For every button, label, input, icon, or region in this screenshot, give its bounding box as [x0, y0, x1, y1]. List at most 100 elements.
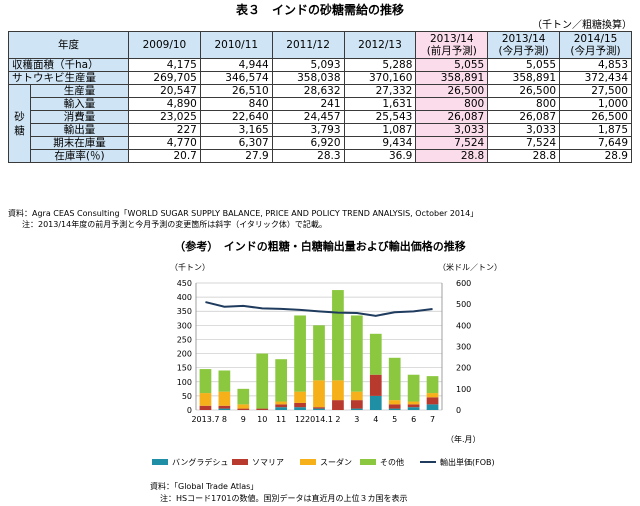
legend-label: バングラデシュ	[172, 457, 228, 467]
table-cell: 1,875	[559, 123, 632, 137]
column-header-line2: (今月予測)	[570, 45, 621, 57]
x-axis-ticks: 2013.7 8 9 10 11 12 2014.1 2 3 4 5 6 7	[191, 415, 435, 424]
right-tick-label: 400	[456, 321, 471, 330]
bar-segment	[350, 408, 363, 410]
table-cell: 20,547	[128, 84, 201, 98]
table-cell: 3,165	[199, 123, 273, 137]
x-tick-label: 11	[276, 415, 286, 424]
column-header-line1: 2011/12	[286, 39, 330, 51]
left-tick-label: 0	[187, 406, 192, 415]
sugar-group-label: 砂糖	[8, 84, 31, 163]
right-tick-label: 500	[456, 300, 471, 309]
table-cell: 3,793	[271, 123, 345, 137]
column-header-line2: (今月予測)	[498, 45, 549, 57]
column-header: 2013/14 (前月予測)	[415, 31, 489, 59]
table-cell: 3,033	[415, 123, 489, 137]
table-row: 在庫率(％) 20.7 27.9 28.3 36.9 28.8 28.8 28.…	[9, 149, 632, 163]
bar-segment	[313, 407, 325, 409]
x-tick-label: 7	[430, 415, 435, 424]
x-tick-label: 2014.1	[305, 415, 333, 424]
unit-note: （千トン／粗糖換算）	[532, 20, 632, 31]
row-label: 輸入量	[30, 97, 129, 111]
bar-segment	[218, 405, 231, 409]
table-row: 期末在庫量 4,770 6,307 6,920 9,434 7,524 7,52…	[9, 136, 632, 150]
column-header: 2013/14 (今月予測)	[487, 31, 561, 59]
table-cell: 6,307	[199, 136, 273, 150]
column-header: 2009/10	[128, 31, 201, 59]
table-row: 輸出量 227 3,165 3,793 1,087 3,033 3,033 1,…	[9, 123, 632, 137]
bar-segment	[332, 290, 344, 381]
table-cell: 28.8	[415, 149, 489, 163]
bar-segment	[218, 408, 231, 410]
bar-segment	[407, 401, 420, 405]
table-row: 輸入量 4,890 840 241 1,631 800 800 1,000	[9, 97, 632, 111]
x-axis-label: （年.月）	[446, 434, 481, 444]
bar-segment	[237, 404, 250, 409]
bar-segment	[199, 405, 212, 410]
column-header-line1: 2009/10	[142, 39, 187, 51]
bar-segment	[426, 404, 439, 410]
table-cell: 227	[128, 123, 201, 137]
table-cell: 4,770	[128, 136, 201, 150]
left-tick-label: 450	[177, 279, 192, 288]
table-cell: 26,500	[559, 110, 632, 124]
row-label: 生産量	[30, 84, 129, 98]
column-header: 2014/15 (今月予測)	[559, 31, 632, 59]
bar-segment	[369, 395, 382, 410]
chart-title: （参考） インドの粗糖・白糖輸出量および輸出価格の推移	[174, 240, 466, 253]
table-cell: 5,055	[487, 58, 561, 72]
table-cell: 5,055	[415, 58, 489, 72]
table-cell: 26,510	[199, 84, 273, 98]
bar-segment	[237, 408, 250, 410]
left-tick-label: 200	[177, 350, 192, 359]
row-label: 在庫率(％)	[30, 149, 129, 163]
table-cell: 358,891	[487, 71, 561, 85]
table-cell: 5,288	[343, 58, 417, 72]
table-cell: 22,640	[199, 110, 273, 124]
table-cell: 20.7	[128, 149, 201, 163]
row-label: 消費量	[30, 110, 129, 124]
bars	[199, 290, 439, 410]
table-note: 注：2013/14年度の前月予測と今月予測の変更箇所は斜字（イタリック体）で記載…	[22, 220, 327, 229]
bar-segment	[313, 325, 325, 381]
row-label: 収穫面積（千ha）	[8, 58, 129, 72]
bar-segment	[256, 353, 269, 409]
table-cell: 4,890	[128, 97, 201, 111]
table-cell: 241	[271, 97, 345, 111]
bar-segment	[426, 397, 439, 405]
row-label: 期末在庫量	[30, 136, 129, 150]
left-axis-label: （千トン）	[170, 262, 210, 272]
table-cell: 27,500	[559, 84, 632, 98]
table-cell: 26,087	[487, 110, 561, 124]
table-cell: 1,000	[559, 97, 632, 111]
left-tick-label: 400	[177, 293, 192, 302]
table-cell: 800	[487, 97, 561, 111]
table-cell: 346,574	[199, 71, 273, 85]
table-row: 収穫面積（千ha） 4,175 4,944 5,093 5,288 5,055 …	[8, 58, 632, 72]
bar-segment	[275, 407, 288, 410]
x-tick-label: 12	[295, 415, 305, 424]
left-tick-label: 350	[177, 307, 192, 316]
bar-segment	[350, 315, 363, 392]
bar-segment	[199, 393, 212, 406]
bar-segment	[294, 407, 306, 410]
table-row: サトウキビ生産量 269,705 346,574 358,038 370,160…	[8, 71, 632, 85]
table-cell: 372,434	[559, 71, 632, 85]
bar-segment	[388, 404, 401, 409]
price-line	[205, 301, 433, 317]
legend: バングラデシュ ソマリア スーダン その他 輸出単価(FOB)	[152, 457, 495, 467]
table-cell: 1,631	[343, 97, 417, 111]
column-header-line1: 2012/13	[358, 39, 402, 51]
table-header-row: 年度 2009/10 2010/11 2011/12 2012/13 2013/…	[8, 31, 632, 59]
left-tick-label: 150	[177, 364, 192, 373]
bar-segment	[275, 359, 288, 402]
x-tick-label: 2013.7	[191, 415, 219, 424]
left-axis-ticks: 0 50 100 150 200 250 300 350 400 450	[177, 279, 192, 415]
table-cell: 28.8	[487, 149, 561, 163]
table-cell: 24,457	[271, 110, 345, 124]
table-cell: 25,543	[343, 110, 417, 124]
bar-segment	[275, 401, 288, 405]
chart-source: 資料：「Global Trade Atlas」	[150, 481, 258, 491]
table-cell: 800	[415, 97, 489, 111]
row-label: 輸出量	[30, 123, 129, 137]
